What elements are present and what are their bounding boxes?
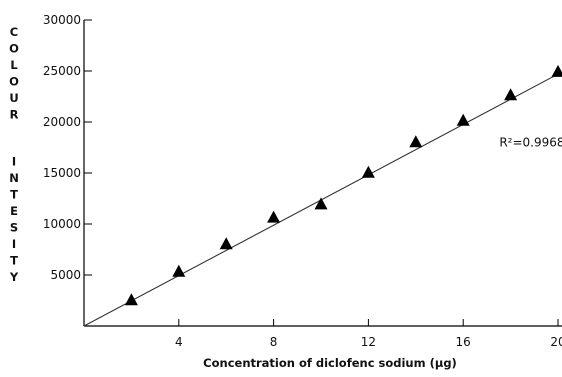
- y-axis-label-letter: L: [10, 58, 18, 72]
- y-axis-label-letter: S: [10, 221, 18, 235]
- y-axis-label-letter: U: [9, 91, 18, 105]
- y-axis-label-letter: O: [9, 75, 19, 89]
- x-tick-label: 12: [361, 335, 376, 349]
- r-squared-annotation: R²=0.9968: [499, 135, 562, 149]
- data-point-triangle: [457, 114, 470, 126]
- axes-layer: [84, 20, 562, 326]
- y-axis-label-letter: E: [10, 204, 18, 218]
- ticks-layer: 4 8 12 16 20 5000 10000 15000 20000 25000 30000: [43, 13, 562, 349]
- x-tick-label: 8: [270, 335, 278, 349]
- y-tick-label: 30000: [43, 13, 81, 27]
- data-point-triangle: [172, 265, 185, 277]
- y-axis-label-letter: R: [10, 108, 19, 122]
- x-tick-label: 16: [456, 335, 471, 349]
- data-point-triangle: [552, 65, 562, 77]
- data-point-triangle: [125, 293, 138, 305]
- y-tick-label: 25000: [43, 64, 81, 78]
- y-tick-label: 5000: [50, 268, 81, 282]
- data-point-triangle: [220, 237, 233, 249]
- y-tick-label: 15000: [43, 166, 81, 180]
- y-axis-label-letter: Y: [9, 270, 19, 284]
- y-tick-label: 10000: [43, 217, 81, 231]
- x-axis-label: Concentration of diclofenc sodium (µg): [203, 356, 457, 370]
- y-axis-label-letter: T: [10, 254, 18, 268]
- y-tick-label: 20000: [43, 115, 81, 129]
- data-point-triangle: [267, 211, 280, 223]
- data-point-triangle: [409, 135, 422, 147]
- labels-layer: R²=0.9968 Concentration of diclofenc sodi…: [9, 25, 562, 370]
- y-axis-label-letter: I: [12, 155, 16, 169]
- x-tick-label: 20: [550, 335, 562, 349]
- y-axis-label-letter: I: [12, 237, 16, 251]
- x-tick-label: 4: [175, 335, 183, 349]
- y-axis-label-letter: T: [10, 188, 18, 202]
- y-axis-label-letter: O: [9, 42, 19, 56]
- y-axis-label-letter: C: [10, 25, 18, 39]
- data-point-triangle: [315, 197, 328, 209]
- data-point-triangle: [504, 88, 517, 100]
- y-axis-label-letter: N: [9, 171, 19, 185]
